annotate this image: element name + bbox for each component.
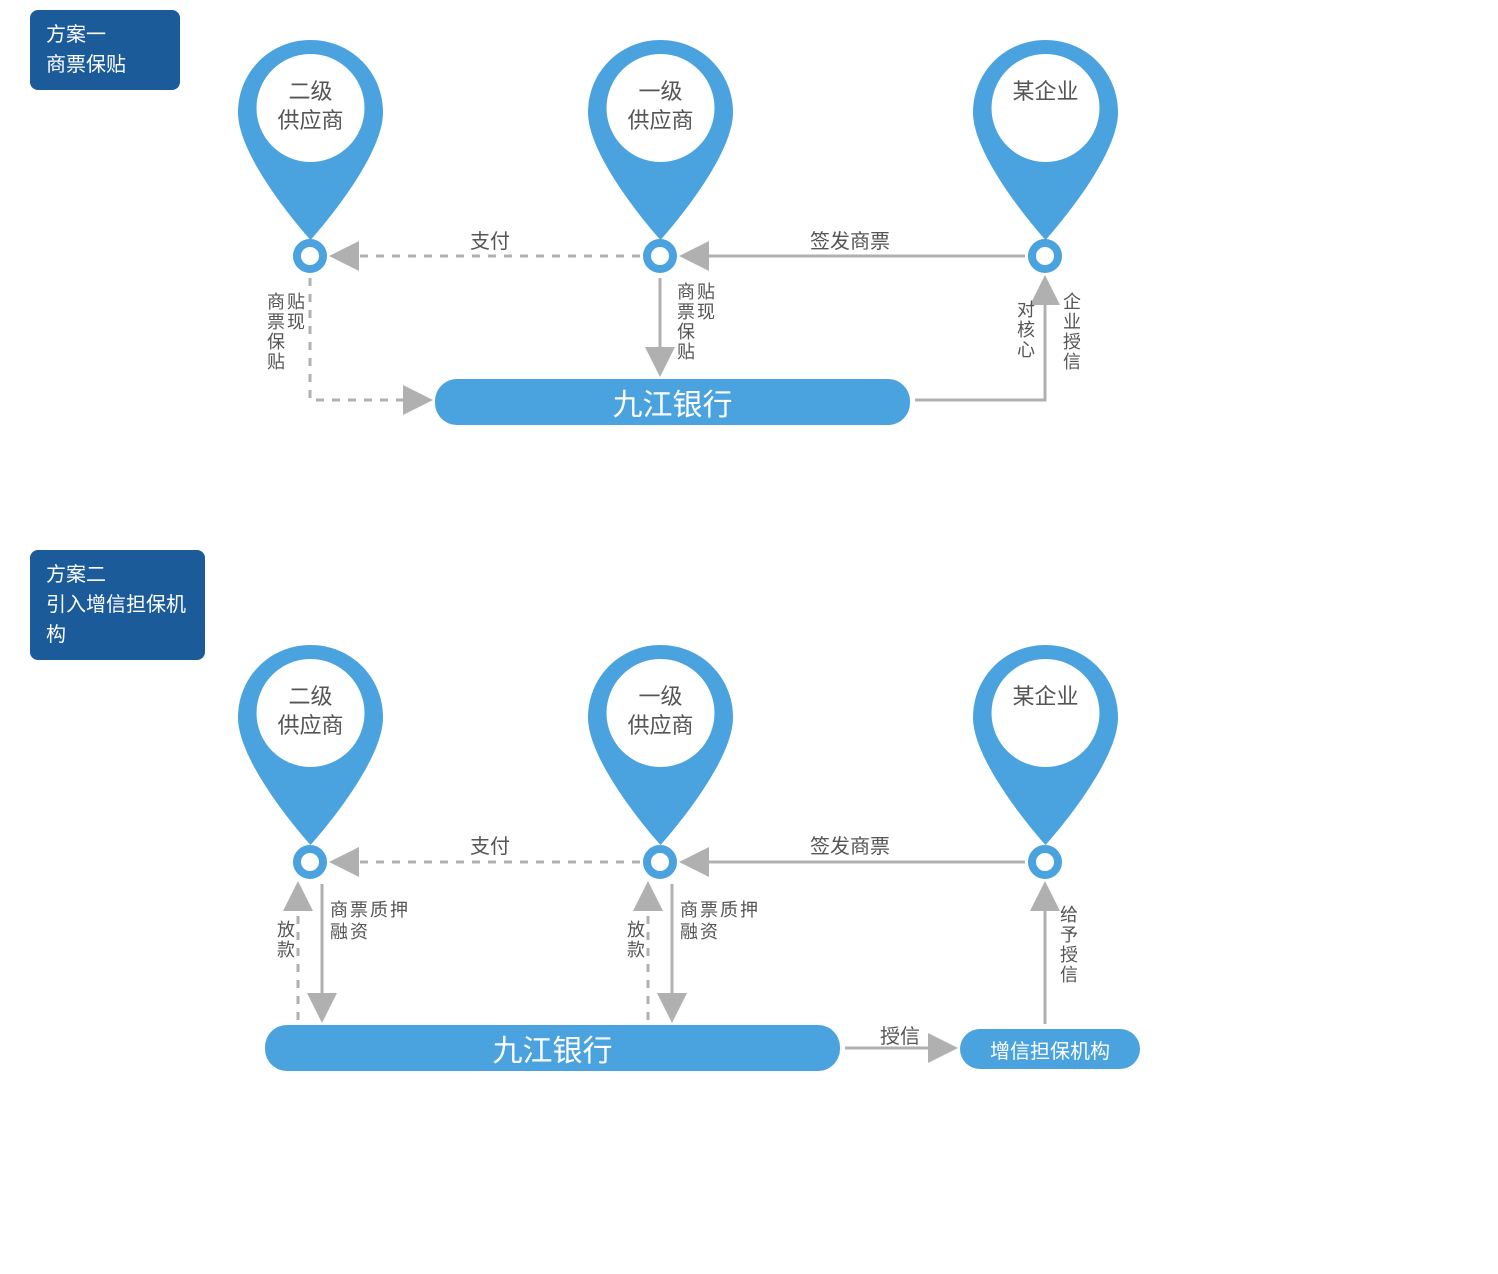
scheme2-bank: 九江银行 bbox=[265, 1025, 840, 1071]
scheme1-edge-tier2-r: 贴现 bbox=[282, 292, 308, 332]
scheme1-edge-ent-r: 企业授信 bbox=[1058, 292, 1084, 372]
scheme2-edge-t2-loan: 放款 bbox=[272, 920, 298, 960]
scheme2-tier1-ring bbox=[643, 845, 677, 879]
scheme2-edge-grant: 给予授信 bbox=[1055, 905, 1081, 985]
scheme1-tier1-ring bbox=[643, 239, 677, 273]
scheme2-enterprise-pin: 某企业 bbox=[973, 645, 1118, 845]
scheme1-edge-ent-l: 对核心 bbox=[1012, 300, 1038, 360]
scheme2-tier2-pin: 二级供应商 bbox=[238, 645, 383, 845]
scheme2-guarantee: 增信担保机构 bbox=[960, 1029, 1140, 1069]
scheme1-enterprise-label: 某企业 bbox=[973, 78, 1118, 107]
scheme1-edge-issue: 签发商票 bbox=[790, 225, 910, 254]
scheme2-title-line2: 引入增信担保机构 bbox=[46, 594, 186, 646]
scheme1-title: 方案一 商票保贴 bbox=[30, 10, 180, 90]
scheme1-enterprise-pin: 某企业 bbox=[973, 40, 1118, 240]
scheme2-tier1-label: 一级供应商 bbox=[588, 683, 733, 740]
scheme1-edge-tier1-r: 贴现 bbox=[692, 282, 718, 322]
scheme2-tier1-pin: 一级供应商 bbox=[588, 645, 733, 845]
scheme2-enterprise-ring bbox=[1028, 845, 1062, 879]
scheme2-tier2-ring bbox=[293, 845, 327, 879]
scheme1-title-line2: 商票保贴 bbox=[46, 54, 126, 76]
scheme2-guarantee-label: 增信担保机构 bbox=[990, 1035, 1110, 1064]
scheme2-enterprise-label: 某企业 bbox=[973, 683, 1118, 712]
scheme2-edge-t1-pledge: 商票质押融资 bbox=[680, 900, 760, 943]
scheme1-bank-label: 九江银行 bbox=[613, 380, 733, 424]
scheme2-edge-t1-loan: 放款 bbox=[622, 920, 648, 960]
scheme1-tier1-pin: 一级供应商 bbox=[588, 40, 733, 240]
scheme1-bank: 九江银行 bbox=[435, 379, 910, 425]
scheme1-enterprise-ring bbox=[1028, 239, 1062, 273]
scheme1-edge-pay: 支付 bbox=[450, 225, 530, 254]
scheme1-title-line1: 方案一 bbox=[46, 24, 106, 46]
scheme2-edge-issue: 签发商票 bbox=[790, 830, 910, 859]
scheme2-edge-pay: 支付 bbox=[450, 830, 530, 859]
scheme1-tier2-label: 二级供应商 bbox=[238, 78, 383, 135]
scheme2-edge-t2-pledge: 商票质押融资 bbox=[330, 900, 410, 943]
scheme1-edges bbox=[0, 0, 1498, 440]
scheme2-edges bbox=[0, 0, 1498, 1274]
scheme1-tier2-ring bbox=[293, 239, 327, 273]
scheme2-bank-label: 九江银行 bbox=[493, 1026, 613, 1070]
scheme2-title: 方案二 引入增信担保机构 bbox=[30, 550, 205, 660]
scheme2-edge-credit: 授信 bbox=[870, 1020, 930, 1049]
scheme1-tier1-label: 一级供应商 bbox=[588, 78, 733, 135]
scheme2-title-line1: 方案二 bbox=[46, 564, 106, 586]
scheme2-tier2-label: 二级供应商 bbox=[238, 683, 383, 740]
scheme1-tier2-pin: 二级供应商 bbox=[238, 40, 383, 240]
